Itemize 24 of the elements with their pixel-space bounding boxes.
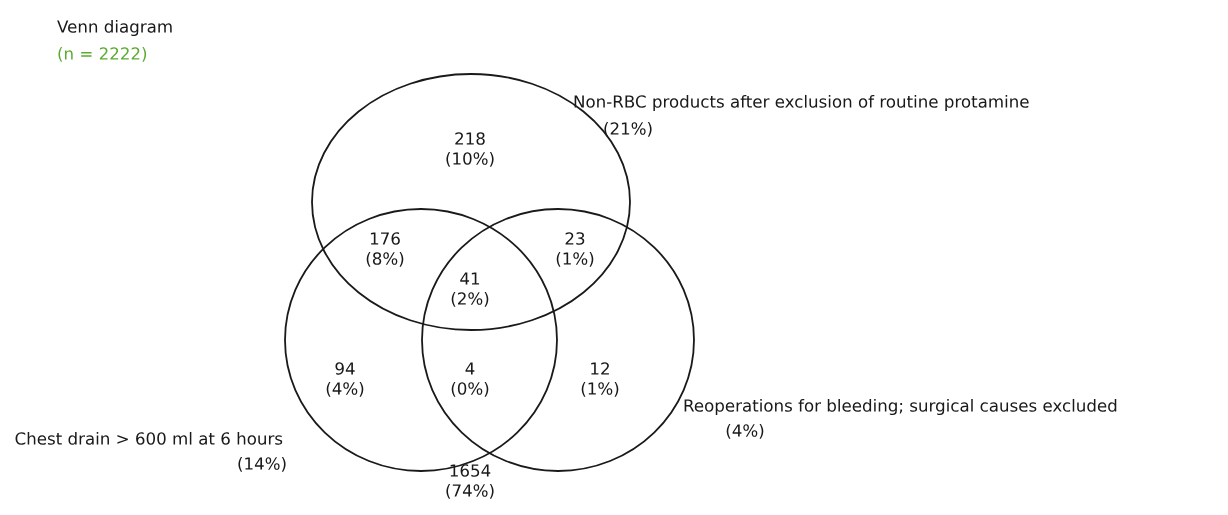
text: (14%) xyxy=(238,456,286,472)
text: (0%) xyxy=(451,381,489,397)
text: (4%) xyxy=(326,381,364,397)
text: (1%) xyxy=(581,381,619,397)
text: (1%) xyxy=(556,251,594,267)
text: Chest drain > 600 ml at 6 hours xyxy=(15,431,283,445)
text: (21%) xyxy=(604,121,652,137)
data-label: 176 xyxy=(370,232,400,245)
data-label: 94 xyxy=(335,362,355,375)
text: (4%) xyxy=(726,423,764,439)
data-label: 4 xyxy=(465,362,475,375)
data-label: 218 xyxy=(455,132,485,145)
text: (8%) xyxy=(366,251,404,267)
text: Venn diagram xyxy=(57,19,172,37)
data-label: 41 xyxy=(460,272,480,285)
text: (74%) xyxy=(446,483,494,499)
data-label: 1654 xyxy=(450,464,491,477)
text: (10%) xyxy=(446,151,494,167)
text: (n = 2222) xyxy=(58,46,147,62)
text: Reoperations for bleeding; surgical causes excluded xyxy=(684,398,1117,416)
text: (2%) xyxy=(451,291,489,307)
data-label: 12 xyxy=(591,362,609,375)
text: Non-RBC products after exclusion of routine protamine xyxy=(574,94,1029,112)
data-label: 23 xyxy=(565,232,585,245)
